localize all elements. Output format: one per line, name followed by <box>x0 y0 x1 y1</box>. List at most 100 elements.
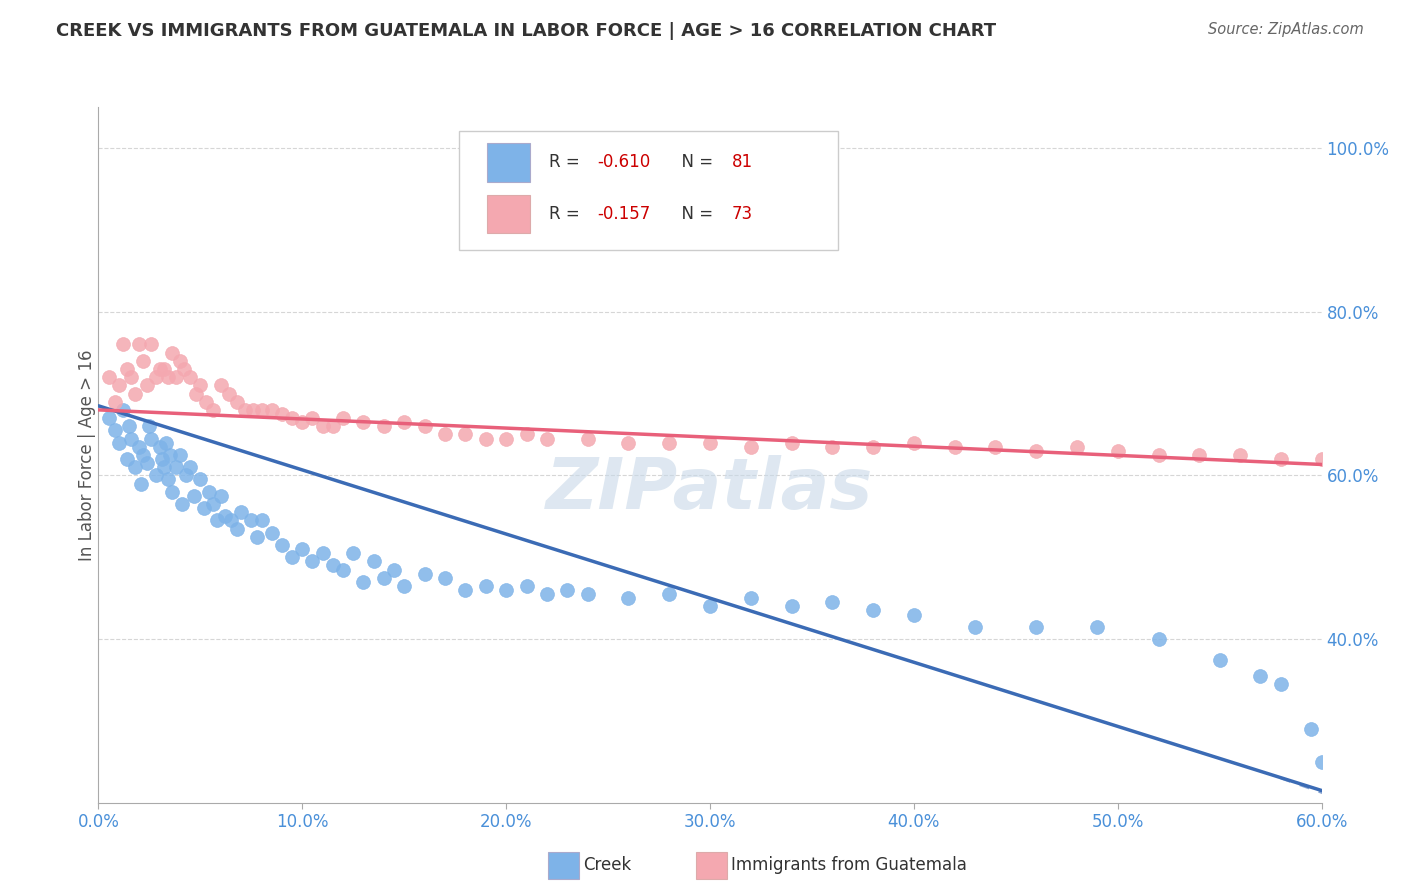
Point <box>115 362 138 376</box>
Point <box>270 538 294 552</box>
Point <box>160 345 183 359</box>
Point <box>209 378 232 392</box>
Point <box>250 513 273 527</box>
Point <box>141 337 163 351</box>
Point <box>434 571 457 585</box>
Text: 73: 73 <box>733 204 754 223</box>
Point <box>332 411 354 425</box>
Point <box>373 571 395 585</box>
Point <box>454 582 477 597</box>
Point <box>312 419 335 434</box>
Point <box>165 370 187 384</box>
Point <box>149 440 172 454</box>
Point <box>1147 632 1170 646</box>
Point <box>301 554 323 568</box>
Point <box>128 440 150 454</box>
Point <box>903 435 925 450</box>
Point <box>104 423 127 437</box>
Point <box>156 473 179 487</box>
Point <box>434 427 457 442</box>
Point <box>214 509 236 524</box>
Text: N =: N = <box>671 204 718 223</box>
Point <box>352 415 374 429</box>
Point <box>1270 452 1292 467</box>
Point <box>780 435 803 450</box>
Point <box>233 403 256 417</box>
FancyBboxPatch shape <box>488 144 530 182</box>
Point <box>474 579 498 593</box>
Point <box>1107 443 1129 458</box>
Point <box>218 386 240 401</box>
Point <box>658 587 681 601</box>
Point <box>454 427 477 442</box>
Point <box>165 460 187 475</box>
Point <box>156 370 179 384</box>
Point <box>141 432 163 446</box>
Point <box>132 353 155 368</box>
Point <box>821 595 844 609</box>
Point <box>392 415 416 429</box>
Point <box>270 407 294 421</box>
Point <box>136 378 159 392</box>
Point <box>1085 620 1108 634</box>
Point <box>821 440 844 454</box>
FancyBboxPatch shape <box>460 131 838 250</box>
Point <box>281 550 304 565</box>
Text: ZIPatlas: ZIPatlas <box>547 455 873 524</box>
Point <box>1147 448 1170 462</box>
Point <box>201 403 224 417</box>
Point <box>108 378 131 392</box>
Point <box>145 370 167 384</box>
Text: Creek: Creek <box>583 856 631 874</box>
Point <box>1310 755 1333 769</box>
Point <box>150 452 173 467</box>
Point <box>536 432 558 446</box>
Point <box>557 582 579 597</box>
Point <box>260 525 283 540</box>
Point <box>413 419 436 434</box>
Point <box>186 386 208 401</box>
Point <box>495 582 517 597</box>
Point <box>352 574 374 589</box>
Point <box>179 460 201 475</box>
Text: Immigrants from Guatemala: Immigrants from Guatemala <box>731 856 967 874</box>
Point <box>342 546 364 560</box>
Point <box>740 591 762 606</box>
Point <box>373 419 395 434</box>
Point <box>129 476 152 491</box>
Point <box>1229 448 1251 462</box>
Point <box>699 599 721 614</box>
Point <box>1392 452 1406 467</box>
Point <box>1270 677 1292 691</box>
Point <box>576 587 599 601</box>
Point <box>170 497 193 511</box>
Point <box>124 460 146 475</box>
Point <box>332 562 354 576</box>
Point <box>124 386 146 401</box>
Text: 81: 81 <box>733 153 754 171</box>
Point <box>516 427 538 442</box>
Point <box>862 440 884 454</box>
Point <box>120 432 142 446</box>
Point <box>1025 620 1047 634</box>
Point <box>699 435 721 450</box>
Point <box>312 546 335 560</box>
Point <box>160 484 183 499</box>
Text: Source: ZipAtlas.com: Source: ZipAtlas.com <box>1208 22 1364 37</box>
Point <box>281 411 304 425</box>
Point <box>132 448 155 462</box>
Point <box>1188 448 1211 462</box>
Point <box>201 497 224 511</box>
Point <box>291 542 314 557</box>
Point <box>169 353 191 368</box>
Point <box>903 607 925 622</box>
Point <box>1209 652 1232 666</box>
Text: R =: R = <box>548 204 585 223</box>
Point <box>943 440 966 454</box>
Text: -0.610: -0.610 <box>598 153 651 171</box>
Point <box>197 484 219 499</box>
Point <box>382 562 405 576</box>
Point <box>149 362 172 376</box>
Point <box>740 440 762 454</box>
Point <box>536 587 558 601</box>
